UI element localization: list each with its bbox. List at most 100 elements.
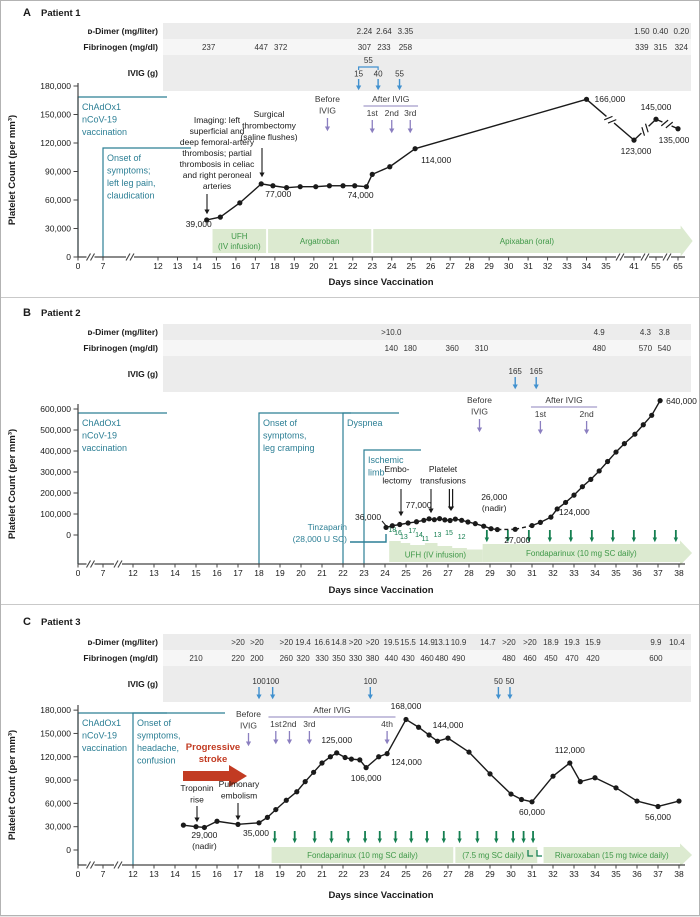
fibrinogen-value: 360 <box>446 344 460 353</box>
data-point <box>655 804 660 809</box>
fibrinogen-value: 237 <box>202 43 216 52</box>
ivig-dose-value: 15 <box>354 70 363 79</box>
tinzaparin-label: Tinzaparin <box>308 522 348 532</box>
data-point <box>622 441 627 446</box>
x-tick-label: 29 <box>485 869 495 879</box>
x-axis-title: Days since Vaccination <box>328 890 433 901</box>
ddimer-value: >20 <box>523 638 537 647</box>
data-point <box>364 765 369 770</box>
data-point <box>571 493 576 498</box>
x-tick-label: 19 <box>275 568 285 578</box>
series-line <box>415 99 586 148</box>
arrow-head <box>329 839 333 844</box>
y-tick-label: 500,000 <box>40 425 71 435</box>
arrow-head <box>259 173 264 178</box>
fibrinogen-value: 490 <box>452 654 466 663</box>
data-point <box>459 518 464 523</box>
x-tick-label: 38 <box>674 869 684 879</box>
point-value-label: (nadir) <box>192 841 217 851</box>
arrow-head <box>312 839 316 844</box>
ddimer-value: >20 <box>280 638 294 647</box>
x-tick-label: 19 <box>290 261 300 271</box>
point-value-label: 77,000 <box>265 189 291 199</box>
row-label-fibrinogen: Fibrinogen (mg/dl) <box>83 343 158 353</box>
data-point <box>364 184 369 189</box>
ddimer-value: 4.9 <box>594 328 606 337</box>
after-ivig-ordinal: 2nd <box>580 409 594 419</box>
ivig-dose-value: 100 <box>364 677 378 686</box>
arrow-head <box>235 816 240 821</box>
event-label: ChAdOx1 <box>82 102 121 112</box>
after-ivig-ordinal: 1st <box>270 719 282 729</box>
data-point <box>403 717 408 722</box>
y-tick-label: 200,000 <box>40 488 71 498</box>
fibrinogen-value: 570 <box>639 344 653 353</box>
fibrinogen-value: 339 <box>635 43 649 52</box>
annotation-label: arteries <box>203 181 231 191</box>
data-point <box>349 756 354 761</box>
series-line <box>595 778 616 788</box>
arrow-head <box>346 839 350 844</box>
x-tick-label: 35 <box>611 568 621 578</box>
ddimer-value: >20 <box>366 638 380 647</box>
lab-row-band <box>163 340 691 356</box>
ivig-dose-value: 50 <box>505 677 514 686</box>
data-point <box>529 523 534 528</box>
data-point <box>273 807 278 812</box>
ddimer-value: >20 <box>231 638 245 647</box>
y-tick-label: 30,000 <box>45 224 71 234</box>
event-label: left leg pain, <box>107 178 156 188</box>
data-point <box>352 183 357 188</box>
x-tick-label: 35 <box>601 261 611 271</box>
x-tick-label: 0 <box>76 869 81 879</box>
x-tick-label: 26 <box>422 568 432 578</box>
data-point <box>613 449 618 454</box>
fibrinogen-value: 350 <box>332 654 346 663</box>
event-label: nCoV-19 <box>82 731 117 741</box>
data-point <box>328 754 333 759</box>
arrow-head <box>442 839 446 844</box>
data-point <box>340 183 345 188</box>
data-point <box>390 523 395 528</box>
y-tick-label: 0 <box>66 252 71 262</box>
fibrinogen-value: 450 <box>544 654 558 663</box>
y-tick-label: 400,000 <box>40 446 71 456</box>
x-tick-label: 37 <box>653 869 663 879</box>
x-tick-label: 31 <box>523 261 533 271</box>
x-tick-label: 18 <box>254 869 264 879</box>
y-tick-label: 150,000 <box>40 110 71 120</box>
panel-letter: C <box>23 616 31 628</box>
x-tick-label: 41 <box>629 261 639 271</box>
x-tick-label: 34 <box>590 568 600 578</box>
ufh-rate-value: 15 <box>445 530 453 537</box>
after-ivig-ordinal: 1st <box>535 409 547 419</box>
ddimer-value: 3.8 <box>659 328 671 337</box>
data-point <box>397 522 402 527</box>
data-point <box>343 755 348 760</box>
data-point <box>416 725 421 730</box>
ddimer-value: >20 <box>250 638 264 647</box>
point-value-label: 77,000 <box>406 500 432 510</box>
lab-row-band <box>163 23 691 39</box>
data-point <box>427 732 432 737</box>
x-tick-label: 29 <box>484 261 494 271</box>
x-tick-label: 34 <box>590 869 600 879</box>
annotation-label: thrombectomy <box>242 121 297 131</box>
x-tick-label: 16 <box>212 869 222 879</box>
data-point <box>445 736 450 741</box>
fibrinogen-value: 200 <box>250 654 264 663</box>
annotation-label: rise <box>190 795 204 805</box>
annotation-label: Troponin <box>180 783 214 793</box>
ddimer-value: 10.9 <box>451 638 467 647</box>
event-label: ChAdOx1 <box>82 718 121 728</box>
data-point <box>294 789 299 794</box>
arrow-head <box>477 428 482 433</box>
fibrinogen-value: 315 <box>654 43 668 52</box>
event-label: symptoms, <box>137 731 181 741</box>
before-ivig-label: Before <box>315 94 340 104</box>
arrow-head <box>273 740 278 745</box>
x-tick-label: 30 <box>504 261 514 271</box>
x-tick-label: 27 <box>443 568 453 578</box>
ddimer-value: 14.7 <box>480 638 496 647</box>
